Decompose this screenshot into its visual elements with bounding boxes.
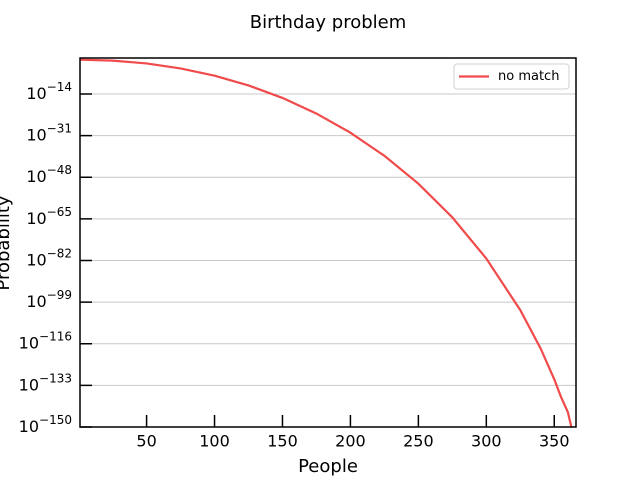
y-tick-label: 10−150: [19, 413, 72, 436]
y-tick-label: 10−82: [26, 246, 72, 269]
plot-frame: [79, 57, 577, 428]
legend: no match: [453, 63, 570, 90]
x-tick-label: 250: [403, 432, 434, 451]
y-tick-label: 10−14: [26, 79, 72, 102]
x-tick-label: 200: [335, 432, 366, 451]
y-tick-label: 10−116: [19, 329, 72, 352]
y-tick-label: 10−65: [26, 204, 72, 227]
x-tick-label: 100: [199, 432, 230, 451]
x-axis-label: People: [298, 456, 358, 477]
x-tick-label: 300: [471, 432, 502, 451]
x-tick-label: 350: [539, 432, 570, 451]
y-tick-label: 10−99: [26, 288, 72, 311]
x-tick-label: 150: [267, 432, 298, 451]
y-tick-label: 10−133: [19, 371, 72, 394]
chart-title: Birthday problem: [250, 12, 407, 33]
legend-label: no match: [498, 69, 559, 84]
y-tick-label: 10−31: [26, 121, 72, 144]
x-tick-label: 50: [136, 432, 156, 451]
line: [80, 58, 573, 427]
y-axis-label: Probability: [0, 195, 14, 290]
legend-box: [453, 63, 570, 90]
y-tick-label: 10−48: [26, 163, 72, 186]
